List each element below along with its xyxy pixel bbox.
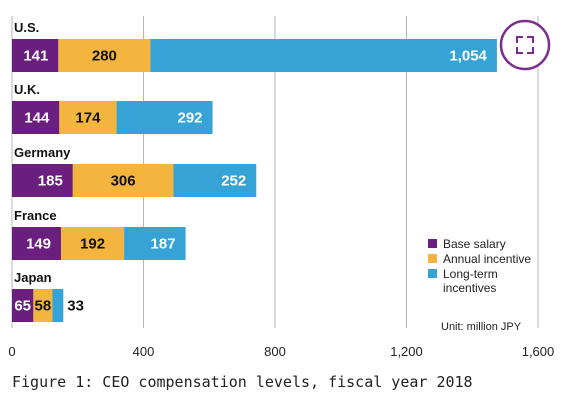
bar-base [12, 227, 61, 260]
x-tick-label: 400 [133, 344, 155, 359]
data-label-base: 149 [26, 236, 51, 253]
x-tick-label: 1,600 [522, 344, 555, 359]
legend-label-longterm-line1: Long-term [443, 267, 498, 281]
data-label-longterm: 33 [67, 298, 84, 315]
bar-annual [58, 39, 151, 72]
data-label-annual: 58 [35, 298, 52, 315]
expand-button-ring [499, 19, 551, 71]
data-label-base: 144 [24, 110, 50, 127]
data-label-annual: 192 [80, 236, 105, 253]
legend-label-annual: Annual incentive [443, 252, 531, 266]
category-label: U.K. [14, 82, 40, 97]
bar-base [12, 39, 59, 72]
bar-annual [60, 227, 125, 260]
x-tick-label: 0 [8, 344, 15, 359]
legend-swatch-base [428, 239, 437, 248]
x-tick-label: 1,200 [390, 344, 423, 359]
bar-annual [72, 164, 174, 197]
category-label: Japan [14, 270, 52, 285]
bar-base [12, 164, 73, 197]
data-label-base: 185 [38, 173, 63, 190]
bar-annual [59, 101, 117, 134]
bar-longterm [150, 39, 497, 72]
data-label-annual: 174 [75, 110, 101, 127]
unit-note: Unit: million JPY [441, 321, 522, 333]
legend-swatch-longterm [428, 269, 437, 278]
legend-label-longterm-line2: incentives [443, 281, 496, 295]
bar-longterm [124, 227, 186, 260]
data-label-base: 141 [23, 48, 48, 65]
category-label: France [14, 208, 57, 223]
bar-longterm [173, 164, 257, 197]
data-label-longterm: 252 [221, 173, 246, 190]
category-label: U.S. [14, 20, 39, 35]
data-label-longterm: 292 [178, 110, 203, 127]
expand-icon [516, 36, 534, 54]
legend: Base salary Annual incentive Long-term i… [428, 237, 531, 295]
data-label-annual: 280 [92, 48, 117, 65]
legend-label-base: Base salary [443, 237, 506, 251]
x-tick-label: 800 [264, 344, 286, 359]
data-label-longterm: 187 [151, 236, 176, 253]
figure-caption: Figure 1: CEO compensation levels, fisca… [12, 373, 473, 391]
bar-longterm [116, 101, 213, 134]
legend-swatch-annual [428, 254, 437, 263]
data-label-longterm: 1,054 [449, 48, 487, 65]
bar-annual [33, 289, 53, 322]
bar-base [12, 101, 60, 134]
data-label-base: 65 [14, 298, 31, 315]
category-label: Germany [14, 145, 71, 160]
expand-button[interactable] [499, 19, 551, 71]
bar-base [12, 289, 34, 322]
data-label-annual: 306 [111, 173, 136, 190]
bar-longterm [52, 289, 64, 322]
